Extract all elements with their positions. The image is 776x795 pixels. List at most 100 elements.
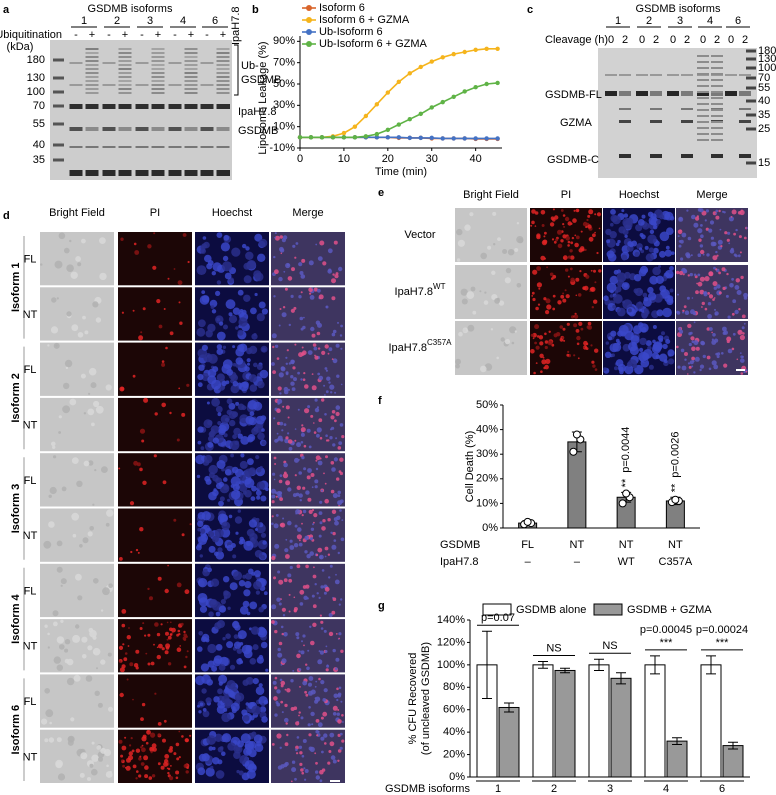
treatment-mark: 0 (639, 34, 645, 46)
micrograph-speck (662, 343, 668, 350)
micrograph-speck (47, 344, 50, 347)
micrograph-speck (280, 664, 283, 666)
micrograph-speck (534, 341, 537, 345)
micrograph-background (530, 321, 602, 375)
micrograph-speck (327, 269, 333, 274)
gel-band (697, 133, 709, 135)
micrograph-speck (726, 272, 729, 276)
gel-band (711, 85, 723, 87)
gel-band (135, 170, 149, 176)
micrograph-speck (314, 355, 319, 360)
legend-marker (306, 41, 312, 47)
gel-band (619, 108, 631, 110)
micrograph-speck (617, 363, 626, 372)
row-label: NT (23, 530, 38, 542)
micrograph-speck (608, 336, 613, 341)
micrograph-speck (598, 227, 601, 230)
marker-label: 35 (758, 109, 770, 121)
micrograph-speck (294, 428, 297, 430)
micrograph-speck (656, 220, 661, 225)
micrograph-speck (288, 323, 291, 327)
micrograph-speck (106, 764, 109, 768)
micrograph-speck (124, 766, 127, 769)
micrograph-speck (320, 736, 325, 741)
micrograph-speck (170, 621, 172, 624)
micrograph-speck (324, 413, 327, 416)
micrograph-speck (139, 627, 143, 630)
lane-label: 1 (615, 15, 621, 27)
micrograph-speck (254, 550, 263, 558)
micrograph-speck (319, 779, 323, 783)
micrograph-speck (335, 405, 341, 410)
gel-band (697, 139, 709, 141)
micrograph-speck (561, 336, 565, 340)
micrograph-speck (562, 234, 567, 239)
micrograph-speck (291, 767, 297, 773)
micrograph-speck (724, 231, 728, 235)
significance-label: *** (660, 637, 674, 649)
micrograph-speck (56, 297, 59, 300)
data-point (495, 46, 500, 51)
micrograph-speck (175, 776, 179, 780)
data-point (319, 135, 325, 140)
micrograph-speck (142, 622, 145, 625)
micrograph-speck (64, 359, 73, 368)
y-tick-label: 60% (443, 704, 465, 716)
micrograph-speck (531, 295, 534, 297)
micrograph-speck (552, 208, 555, 211)
micrograph-speck (201, 344, 208, 351)
micrograph-speck (301, 258, 306, 263)
micrograph-speck (610, 330, 617, 337)
micrograph-speck (165, 643, 171, 649)
micrograph-speck (223, 234, 230, 241)
micrograph-speck (217, 513, 228, 523)
micrograph-speck (167, 662, 172, 666)
micrograph-speck (310, 414, 314, 418)
micrograph-speck (89, 526, 94, 531)
micrograph-speck (715, 352, 719, 356)
micrograph-speck (310, 326, 315, 332)
micrograph-speck (696, 282, 698, 285)
micrograph-speck (210, 765, 214, 769)
micrograph-speck (256, 313, 265, 322)
micrograph-speck (153, 454, 157, 458)
micrograph-speck (330, 755, 336, 760)
micrograph-speck (140, 762, 145, 766)
micrograph-speck (541, 224, 545, 227)
micrograph-speck (335, 657, 340, 662)
micrograph-speck (143, 397, 149, 403)
micrograph-speck (261, 428, 265, 432)
gel-band (697, 91, 709, 93)
micrograph-speck (314, 752, 317, 755)
micrograph-speck (282, 614, 286, 617)
micrograph-speck (639, 337, 647, 346)
micrograph-speck (323, 688, 328, 693)
gel-band (53, 76, 64, 80)
micrograph-speck (171, 627, 176, 633)
gel-band (85, 76, 99, 78)
micrograph-speck (691, 365, 694, 368)
micrograph-speck (318, 534, 322, 538)
gel-band (102, 170, 116, 176)
micrograph-speck (121, 664, 126, 669)
micrograph-speck (145, 741, 149, 745)
micrograph-speck (296, 752, 299, 755)
micrograph-speck (240, 733, 251, 744)
micrograph-speck (308, 706, 311, 709)
micrograph-speck (278, 372, 284, 378)
error-bar (672, 737, 682, 745)
micrograph-speck (319, 457, 322, 460)
gel-band (118, 170, 132, 176)
micrograph-speck (274, 235, 280, 241)
micrograph-speck (271, 494, 276, 499)
micrograph-speck (316, 331, 321, 336)
micrograph-speck (300, 441, 304, 444)
micrograph-speck (635, 301, 644, 310)
micrograph-speck (725, 294, 729, 298)
micrograph-speck (565, 268, 569, 272)
micrograph-speck (304, 408, 310, 414)
micrograph-speck (164, 650, 169, 655)
micrograph-speck (704, 307, 708, 311)
gel-band (102, 146, 116, 148)
